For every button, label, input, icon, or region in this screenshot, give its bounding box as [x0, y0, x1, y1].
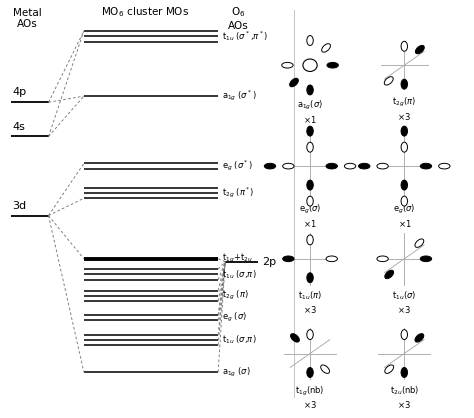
Ellipse shape	[401, 126, 408, 136]
Ellipse shape	[415, 334, 424, 342]
Ellipse shape	[401, 180, 408, 190]
Text: MO$_6$ cluster MOs: MO$_6$ cluster MOs	[101, 5, 189, 19]
Text: O$_6$
AOs: O$_6$ AOs	[228, 5, 249, 31]
Ellipse shape	[401, 196, 408, 206]
Ellipse shape	[283, 256, 294, 262]
Ellipse shape	[307, 85, 313, 95]
Text: a$_{1g}$ ($\sigma$): a$_{1g}$ ($\sigma$)	[222, 365, 251, 379]
Ellipse shape	[307, 196, 313, 206]
Ellipse shape	[438, 163, 450, 169]
Ellipse shape	[264, 163, 276, 169]
Text: t$_{2g}$ ($\pi^*$): t$_{2g}$ ($\pi^*$)	[222, 186, 255, 200]
Ellipse shape	[283, 163, 294, 169]
Text: t$_{2u}$(nb)
$\times$3: t$_{2u}$(nb) $\times$3	[390, 385, 419, 410]
Ellipse shape	[385, 365, 393, 373]
Text: e$_g$($\sigma$)
$\times$1: e$_g$($\sigma$) $\times$1	[299, 203, 321, 229]
Text: 2p: 2p	[262, 257, 276, 267]
Ellipse shape	[307, 142, 313, 152]
Text: e$_g$ ($\sigma^*$): e$_g$ ($\sigma^*$)	[222, 159, 253, 173]
Ellipse shape	[307, 330, 313, 339]
Ellipse shape	[326, 256, 337, 262]
Ellipse shape	[401, 79, 408, 89]
Text: 4p: 4p	[12, 87, 27, 97]
Text: t$_{1g}$+t$_{2u}$: t$_{1g}$+t$_{2u}$	[222, 252, 253, 265]
Ellipse shape	[415, 46, 424, 54]
Text: t$_{1u}$ ($\sigma$,$\pi$): t$_{1u}$ ($\sigma$,$\pi$)	[222, 268, 256, 281]
Ellipse shape	[401, 142, 408, 152]
Ellipse shape	[420, 256, 432, 262]
Ellipse shape	[307, 126, 313, 136]
Ellipse shape	[401, 367, 408, 377]
Text: t$_{1u}$ ($\sigma$,$\pi$): t$_{1u}$ ($\sigma$,$\pi$)	[222, 334, 256, 346]
Text: t$_{1u}$($\sigma$)
$\times$3: t$_{1u}$($\sigma$) $\times$3	[392, 290, 416, 315]
Ellipse shape	[326, 163, 337, 169]
Text: t$_{1u}$($\pi$)
$\times$3: t$_{1u}$($\pi$) $\times$3	[298, 290, 322, 315]
Ellipse shape	[384, 76, 393, 85]
Ellipse shape	[377, 256, 388, 262]
Ellipse shape	[290, 78, 299, 87]
Text: e$_g$ ($\sigma$): e$_g$ ($\sigma$)	[222, 311, 247, 324]
Ellipse shape	[307, 367, 313, 377]
Ellipse shape	[322, 43, 330, 52]
Ellipse shape	[358, 163, 370, 169]
Ellipse shape	[307, 180, 313, 190]
Text: a$_{1g}$ ($\sigma^*$): a$_{1g}$ ($\sigma^*$)	[222, 89, 256, 103]
Circle shape	[303, 59, 317, 71]
Ellipse shape	[415, 239, 424, 247]
Text: 4s: 4s	[12, 122, 25, 132]
Text: t$_{2g}$($\pi$)
$\times$3: t$_{2g}$($\pi$) $\times$3	[392, 96, 416, 122]
Ellipse shape	[420, 163, 432, 169]
Ellipse shape	[321, 365, 329, 373]
Text: e$_g$($\sigma$)
$\times$1: e$_g$($\sigma$) $\times$1	[393, 203, 415, 229]
Text: 3d: 3d	[12, 201, 27, 211]
Ellipse shape	[385, 270, 393, 279]
Text: Metal
AOs: Metal AOs	[13, 8, 42, 29]
Ellipse shape	[291, 334, 300, 342]
Text: t$_{2g}$ ($\pi$): t$_{2g}$ ($\pi$)	[222, 289, 248, 302]
Ellipse shape	[282, 62, 293, 68]
Ellipse shape	[377, 163, 388, 169]
Ellipse shape	[307, 273, 313, 283]
Text: a$_{1g}$($\sigma$)
$\times$1: a$_{1g}$($\sigma$) $\times$1	[297, 99, 323, 125]
Text: t$_{1g}$(nb)
$\times$3: t$_{1g}$(nb) $\times$3	[295, 385, 325, 410]
Ellipse shape	[307, 235, 313, 245]
Ellipse shape	[401, 41, 408, 51]
Ellipse shape	[307, 36, 313, 46]
Ellipse shape	[327, 62, 338, 68]
Ellipse shape	[401, 330, 408, 339]
Ellipse shape	[345, 163, 356, 169]
Text: t$_{1u}$ ($\sigma^*$,$\pi^*$): t$_{1u}$ ($\sigma^*$,$\pi^*$)	[222, 29, 268, 43]
